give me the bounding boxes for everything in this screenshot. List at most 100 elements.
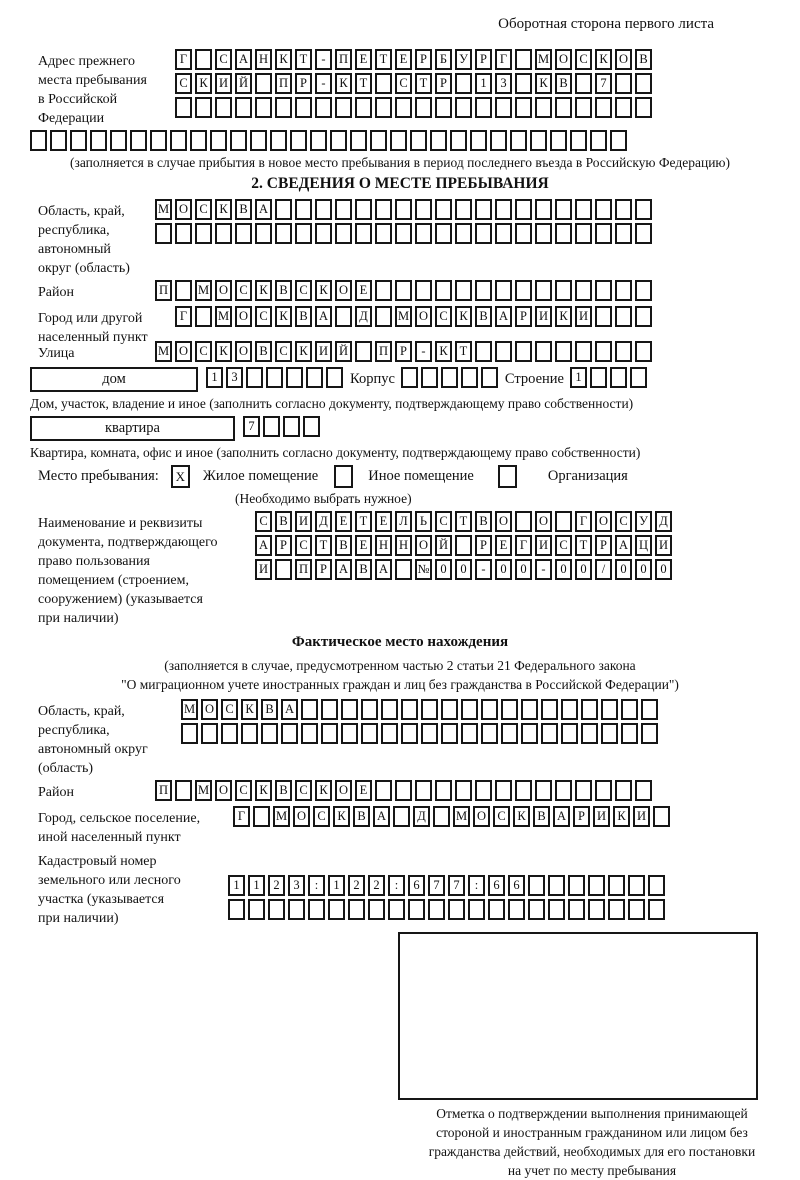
char-cell[interactable] [110, 130, 127, 151]
char-cell[interactable]: 0 [615, 559, 632, 580]
char-cell[interactable] [615, 73, 632, 94]
char-cell[interactable] [421, 699, 438, 720]
char-cell[interactable] [581, 699, 598, 720]
char-cell[interactable]: 6 [408, 875, 425, 896]
char-cell[interactable]: 0 [575, 559, 592, 580]
char-cell[interactable]: М [453, 806, 470, 827]
char-cell[interactable] [455, 280, 472, 301]
char-cell[interactable]: О [473, 806, 490, 827]
char-cell[interactable] [508, 899, 525, 920]
char-cell[interactable]: П [375, 341, 392, 362]
char-cell[interactable] [230, 130, 247, 151]
char-cell[interactable] [315, 199, 332, 220]
char-cell[interactable]: К [435, 341, 452, 362]
char-cell[interactable]: С [295, 280, 312, 301]
char-cell[interactable]: Т [295, 49, 312, 70]
char-cell[interactable]: Р [595, 535, 612, 556]
char-cell[interactable]: О [595, 511, 612, 532]
char-cell[interactable]: В [275, 280, 292, 301]
char-cell[interactable] [90, 130, 107, 151]
char-cell[interactable]: С [295, 535, 312, 556]
char-cell[interactable] [395, 280, 412, 301]
char-cell[interactable] [248, 899, 265, 920]
char-cell[interactable] [441, 723, 458, 744]
checkbox-residential[interactable]: X [170, 464, 190, 488]
char-cell[interactable]: С [295, 780, 312, 801]
char-cell[interactable] [555, 199, 572, 220]
char-cell[interactable] [481, 699, 498, 720]
char-cell[interactable]: Т [355, 511, 372, 532]
char-cell[interactable]: О [175, 341, 192, 362]
char-cell[interactable]: Т [315, 535, 332, 556]
char-cell[interactable] [375, 780, 392, 801]
char-cell[interactable] [475, 341, 492, 362]
char-cell[interactable]: Е [395, 49, 412, 70]
char-cell[interactable] [253, 806, 270, 827]
char-cell[interactable]: Г [175, 49, 192, 70]
char-cell[interactable]: 1 [569, 367, 587, 388]
char-cell[interactable] [610, 130, 627, 151]
char-cell[interactable] [535, 199, 552, 220]
char-cell[interactable] [355, 97, 372, 118]
char-cell[interactable]: С [221, 699, 238, 720]
char-cell[interactable]: М [195, 780, 212, 801]
char-cell[interactable] [290, 130, 307, 151]
char-cell[interactable]: А [281, 699, 298, 720]
char-cell[interactable] [615, 280, 632, 301]
char-cell[interactable]: 1 [228, 875, 245, 896]
char-cell[interactable]: М [181, 699, 198, 720]
char-cell[interactable] [395, 223, 412, 244]
char-cell[interactable]: Й [435, 535, 452, 556]
char-cell[interactable] [50, 130, 67, 151]
char-cell[interactable] [595, 306, 612, 327]
char-cell[interactable]: 7 [243, 416, 260, 437]
char-cell[interactable]: 6 [488, 875, 505, 896]
char-cell[interactable] [286, 367, 303, 388]
char-cell[interactable]: О [235, 341, 252, 362]
char-cell[interactable] [195, 97, 212, 118]
char-cell[interactable] [321, 723, 338, 744]
char-cell[interactable]: К [315, 780, 332, 801]
char-cell[interactable] [495, 223, 512, 244]
char-cell[interactable] [635, 199, 652, 220]
char-cell[interactable] [435, 780, 452, 801]
char-cell[interactable]: В [295, 306, 312, 327]
char-cell[interactable] [490, 130, 507, 151]
char-cell[interactable] [395, 97, 412, 118]
char-cell[interactable] [495, 341, 512, 362]
char-cell[interactable] [415, 199, 432, 220]
char-cell[interactable] [635, 280, 652, 301]
char-cell[interactable]: А [235, 49, 252, 70]
char-cell[interactable] [635, 73, 652, 94]
char-cell[interactable]: И [295, 511, 312, 532]
checkbox-organization[interactable] [497, 464, 517, 488]
char-cell[interactable]: Р [395, 341, 412, 362]
char-cell[interactable] [375, 73, 392, 94]
char-cell[interactable]: 7 [428, 875, 445, 896]
char-cell[interactable] [235, 223, 252, 244]
char-cell[interactable] [601, 723, 618, 744]
char-cell[interactable]: / [595, 559, 612, 580]
char-cell[interactable] [641, 699, 658, 720]
char-cell[interactable]: К [255, 780, 272, 801]
char-cell[interactable]: Ц [635, 535, 652, 556]
char-cell[interactable] [435, 97, 452, 118]
char-cell[interactable] [215, 223, 232, 244]
char-cell[interactable] [388, 899, 405, 920]
char-cell[interactable] [535, 780, 552, 801]
char-cell[interactable] [390, 130, 407, 151]
char-cell[interactable] [568, 899, 585, 920]
char-cell[interactable] [410, 130, 427, 151]
char-cell[interactable]: - [315, 73, 332, 94]
char-cell[interactable]: О [175, 199, 192, 220]
char-cell[interactable]: С [195, 341, 212, 362]
char-cell[interactable]: В [255, 341, 272, 362]
char-cell[interactable] [150, 130, 167, 151]
char-cell[interactable]: К [535, 73, 552, 94]
char-cell[interactable] [521, 723, 538, 744]
char-cell[interactable]: 0 [435, 559, 452, 580]
char-cell[interactable] [355, 199, 372, 220]
char-cell[interactable]: О [615, 49, 632, 70]
char-cell[interactable]: Е [335, 511, 352, 532]
char-cell[interactable]: В [533, 806, 550, 827]
